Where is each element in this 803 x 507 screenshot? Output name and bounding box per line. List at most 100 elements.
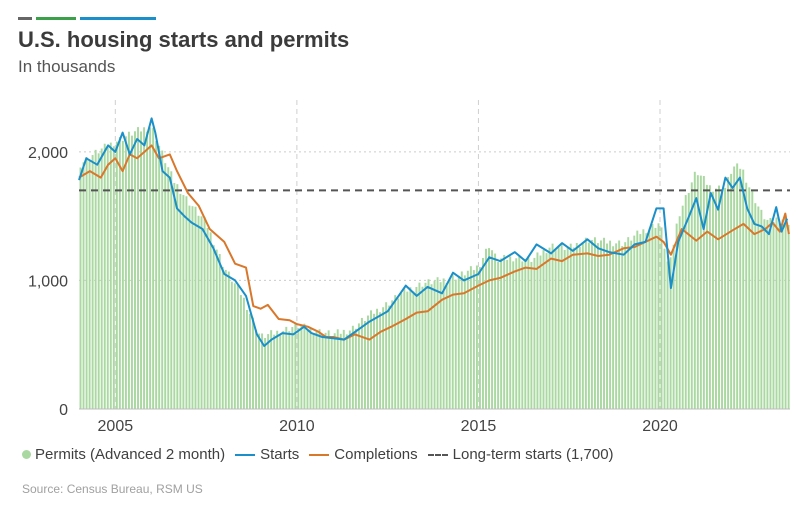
permit-bar [221, 266, 224, 409]
permit-bar [500, 258, 503, 409]
permit-bar [609, 240, 612, 409]
permit-bar [146, 131, 149, 409]
permit-bar [273, 334, 276, 409]
permit-bar [678, 216, 681, 409]
legend-label-starts: Starts [260, 446, 300, 463]
permit-bar [197, 215, 200, 409]
permit-bar [733, 166, 736, 409]
permit-bar [258, 333, 261, 409]
permit-bar [130, 135, 133, 409]
permit-bar [488, 248, 490, 409]
completions-line [78, 144, 790, 341]
permit-bar [164, 163, 167, 409]
permit-bar [288, 331, 291, 409]
permit-bar [478, 267, 481, 409]
permit-bar [624, 242, 627, 409]
permit-bar [763, 219, 766, 409]
permit-bar [515, 258, 518, 409]
permit-bar [255, 329, 257, 409]
permit-bar [285, 326, 288, 409]
legend-item-permits: Permits (Advanced 2 month) [22, 446, 225, 463]
permit-bar [388, 305, 391, 409]
permit-bar [415, 286, 418, 409]
permit-bar [542, 250, 545, 409]
permit-bar [409, 287, 412, 409]
permit-bar [724, 187, 727, 409]
permit-bar [209, 232, 212, 409]
permit-bar [727, 177, 730, 409]
permit-bar [466, 270, 469, 409]
permit-bar [97, 153, 100, 409]
permit-bar [397, 298, 400, 409]
permit-bar [312, 334, 315, 409]
permit-bar [642, 229, 645, 409]
permit-bar [715, 188, 717, 409]
permit-bar [88, 160, 91, 409]
permit-bar [645, 233, 648, 409]
permit-bar [360, 317, 363, 409]
permit-bar [167, 167, 170, 409]
permit-bar [294, 322, 297, 409]
permit-bar [173, 182, 176, 409]
permit-bar [233, 283, 236, 409]
permit-bar [324, 332, 327, 409]
permit-bar [391, 300, 394, 409]
legend-item-starts: Starts [235, 446, 299, 463]
legend-item-longterm: Long-term starts (1,700) [427, 446, 614, 463]
permit-bar [596, 243, 599, 409]
permit-bar [321, 335, 324, 409]
permit-bar [545, 253, 548, 409]
permit-bar [615, 243, 618, 409]
permit-bar [373, 313, 376, 409]
legend-swatch-starts [235, 453, 256, 456]
permit-bar [264, 338, 267, 409]
permit-bar [572, 247, 575, 409]
x-tick-label: 2020 [642, 418, 678, 435]
x-tick-label: 2015 [461, 418, 497, 435]
permit-bar [721, 190, 724, 409]
legend-label-permits: Permits (Advanced 2 month) [35, 446, 226, 463]
permit-bar [736, 163, 739, 409]
permit-bar [657, 223, 660, 409]
permit-bar [539, 255, 542, 409]
permit-bar [206, 227, 209, 409]
permit-bar [451, 275, 454, 409]
permit-bar [333, 333, 336, 409]
permit-bar [554, 249, 557, 409]
permit-bar [109, 142, 112, 409]
permit-bar [445, 283, 448, 409]
permit-bar [376, 308, 379, 409]
permit-bar [427, 279, 430, 409]
permit-bar [276, 330, 279, 409]
chart-title: U.S. housing starts and permits [18, 27, 350, 52]
x-tick-label: 2010 [279, 418, 315, 435]
permit-bar [218, 254, 221, 409]
permit-bar [684, 195, 687, 409]
permit-bar [672, 244, 675, 409]
permit-bar [742, 169, 745, 409]
permit-bar [115, 141, 118, 410]
permit-bar [430, 284, 433, 409]
permit-bar [718, 185, 720, 409]
permit-bar [385, 302, 388, 409]
permit-bar [279, 335, 282, 409]
permit-bar [342, 329, 345, 409]
permit-bar [239, 295, 242, 409]
permit-bar [563, 249, 566, 409]
permit-bar [766, 219, 769, 409]
permit-bar [711, 191, 714, 409]
permit-bar [754, 203, 757, 409]
permit-bar [560, 244, 563, 409]
starts-line [78, 117, 789, 347]
permit-bar [603, 237, 605, 409]
permit-bar [245, 310, 248, 409]
permit-bar [354, 328, 357, 409]
permit-bar [612, 246, 615, 409]
permit-bar [379, 312, 382, 409]
permit-bar [158, 145, 161, 410]
permit-bar [663, 248, 666, 409]
permit-bar [751, 191, 754, 409]
permit-bar [403, 287, 406, 409]
permit-bar [252, 317, 254, 409]
